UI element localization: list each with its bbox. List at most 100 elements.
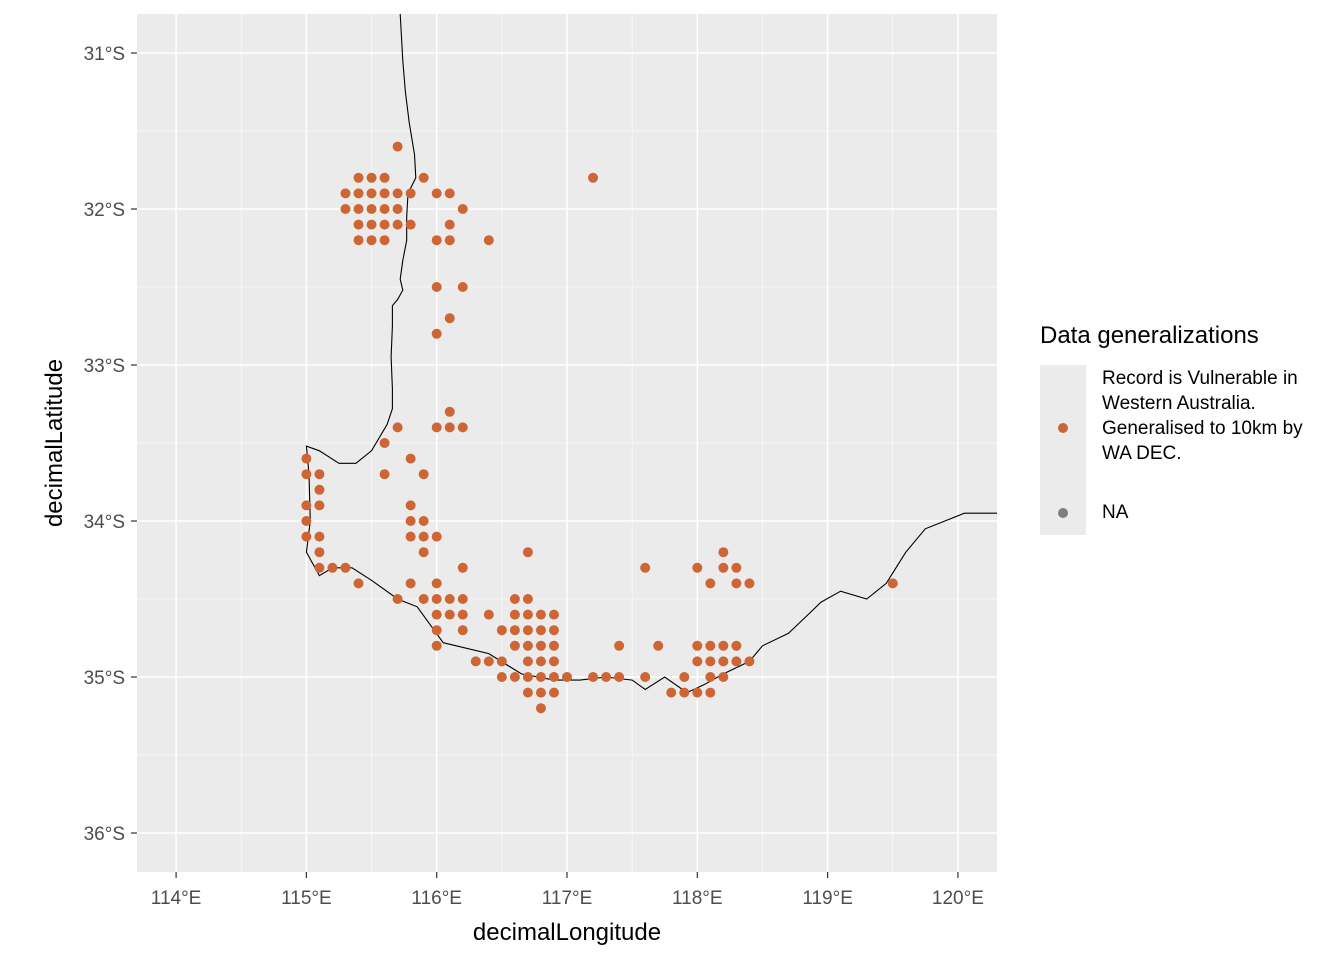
record-point	[705, 672, 716, 682]
record-point	[548, 656, 559, 667]
record-point	[301, 500, 312, 511]
record-point	[470, 656, 481, 667]
record-point	[666, 687, 677, 698]
record-point	[444, 406, 455, 417]
record-point	[431, 594, 442, 604]
record-point	[496, 672, 507, 682]
record-point	[653, 640, 664, 651]
x-tick-label: 117°E	[542, 888, 593, 909]
record-point	[340, 562, 351, 573]
record-point	[535, 625, 546, 636]
record-point	[431, 625, 442, 636]
record-point	[718, 656, 729, 667]
legend-label: NA	[1102, 502, 1129, 523]
record-point	[457, 609, 468, 620]
record-point	[444, 313, 455, 324]
record-point	[705, 640, 716, 651]
record-point	[457, 562, 468, 573]
record-point	[535, 640, 546, 651]
record-point	[366, 172, 377, 183]
record-point	[353, 172, 364, 183]
record-point	[731, 562, 742, 573]
record-point	[718, 547, 729, 558]
record-point	[353, 578, 364, 589]
record-point	[444, 594, 455, 604]
legend-key	[1040, 491, 1086, 535]
record-point	[379, 172, 390, 183]
legend-entry: Record is Vulnerable in Western Australi…	[1040, 365, 1330, 491]
record-point	[366, 235, 377, 246]
record-point	[522, 672, 533, 682]
y-tick-label: 32°S	[84, 200, 125, 221]
record-point	[314, 484, 325, 495]
record-point	[522, 640, 533, 651]
record-point	[327, 562, 338, 573]
record-point	[535, 609, 546, 620]
record-point	[392, 188, 403, 199]
record-point	[496, 656, 507, 667]
record-point	[392, 594, 403, 604]
x-tick-label: 116°E	[411, 888, 462, 909]
legend-title: Data generalizations	[1040, 322, 1259, 349]
legend: Data generalizations Record is Vulnerabl…	[1040, 320, 1330, 535]
record-point	[692, 562, 703, 573]
y-axis-title: decimalLatitude	[41, 359, 68, 527]
record-point	[640, 562, 651, 573]
record-point	[731, 578, 742, 589]
record-point	[457, 594, 468, 604]
record-point	[405, 453, 416, 464]
record-point	[718, 562, 729, 573]
record-point	[431, 609, 442, 620]
record-point	[431, 531, 442, 542]
record-point	[522, 656, 533, 667]
record-point	[392, 204, 403, 214]
record-point	[392, 219, 403, 230]
y-axis: 31°S 32°S 33°S 34°S 35°S 36°S	[84, 44, 137, 845]
record-point	[535, 687, 546, 698]
record-point	[314, 469, 325, 480]
record-point	[522, 547, 533, 558]
x-axis: 114°E 115°E 116°E 117°E 118°E 119°E 120°E	[151, 872, 984, 909]
record-point	[509, 609, 520, 620]
record-point	[301, 516, 312, 526]
legend-dot-vulnerable	[1058, 423, 1068, 433]
record-point	[705, 656, 716, 667]
record-point	[379, 188, 390, 199]
record-point	[418, 594, 429, 604]
record-point	[548, 672, 559, 682]
record-point	[418, 172, 429, 183]
x-axis-title: decimalLongitude	[473, 919, 661, 946]
record-point	[640, 672, 651, 682]
record-point	[379, 235, 390, 246]
record-point	[405, 500, 416, 511]
record-point	[588, 672, 599, 682]
record-point	[340, 204, 351, 214]
record-point	[731, 656, 742, 667]
record-point	[431, 578, 442, 589]
x-tick-label: 118°E	[672, 888, 723, 909]
record-point	[379, 438, 390, 448]
record-point	[483, 656, 494, 667]
record-point	[887, 578, 898, 589]
y-tick-label: 35°S	[84, 668, 125, 689]
record-point	[431, 328, 442, 339]
record-point	[705, 687, 716, 698]
record-point	[509, 594, 520, 604]
record-point	[705, 578, 716, 589]
record-point	[548, 609, 559, 620]
legend-dot-na	[1058, 508, 1068, 518]
record-point	[457, 282, 468, 292]
record-point	[405, 188, 416, 199]
record-point	[692, 687, 703, 698]
record-point	[444, 188, 455, 199]
legend-key	[1040, 365, 1086, 491]
record-point	[314, 500, 325, 511]
record-point	[601, 672, 612, 682]
record-point	[692, 656, 703, 667]
legend-label: Record is Vulnerable in Western Australi…	[1102, 368, 1303, 464]
record-point	[692, 640, 703, 651]
record-point	[314, 531, 325, 542]
record-point	[548, 625, 559, 636]
record-point	[418, 469, 429, 480]
record-point	[418, 531, 429, 542]
